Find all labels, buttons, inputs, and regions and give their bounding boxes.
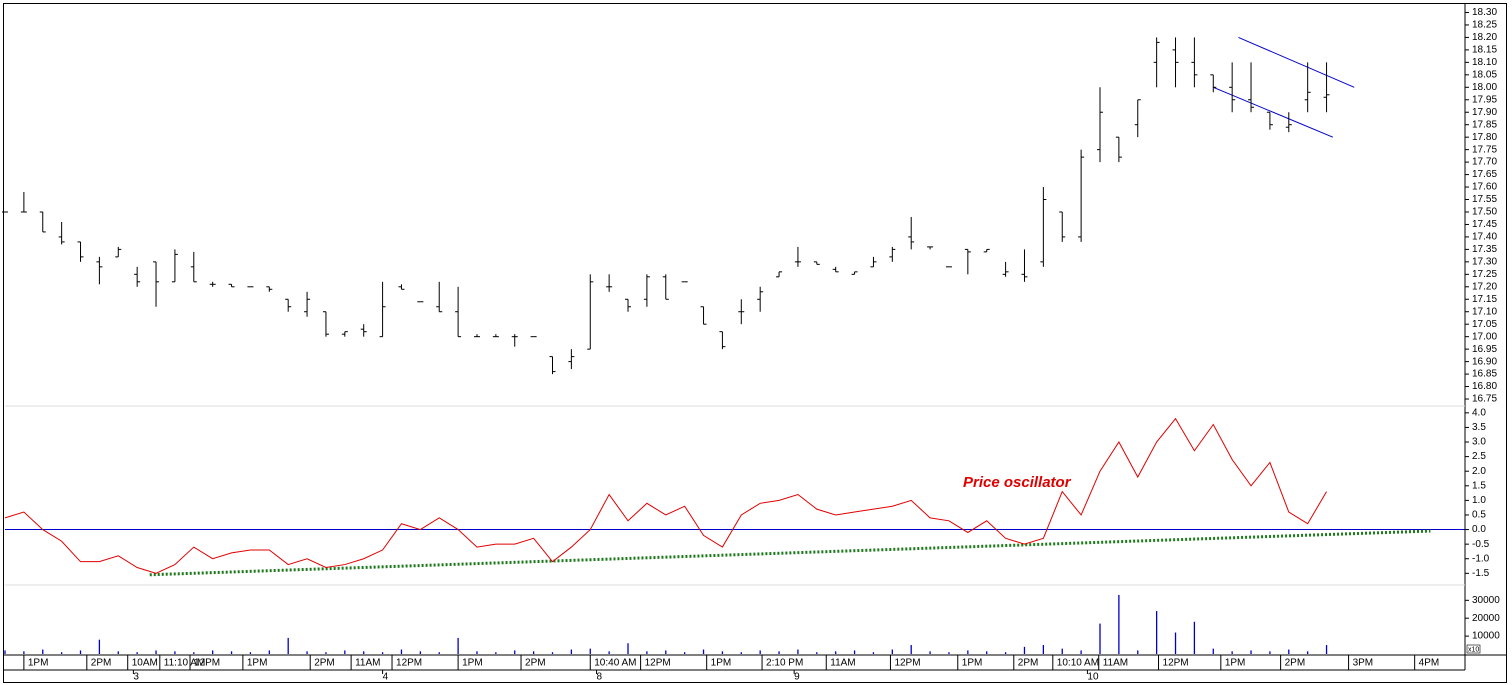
x-tick-label: 12PM (1163, 658, 1189, 669)
y-tick-label: 16.95 (1472, 344, 1497, 355)
y-tick-label: 3.5 (1472, 422, 1486, 433)
y-tick-label: 30000 (1472, 595, 1500, 606)
y-tick-label: 17.80 (1472, 132, 1497, 143)
y-tick-label: 16.85 (1472, 369, 1497, 380)
y-tick-label: 16.80 (1472, 381, 1497, 392)
unit-box (1466, 644, 1481, 654)
day-label: 8 (597, 672, 603, 683)
y-tick-label: 18.10 (1472, 57, 1497, 68)
x-tick-label: 11AM (830, 658, 855, 669)
y-tick-label: 18.05 (1472, 69, 1497, 80)
x-tick-label: 1PM (1225, 658, 1246, 669)
x-tick-label: 2PM (314, 658, 335, 669)
y-tick-label: 17.60 (1472, 182, 1497, 193)
x-tick-label: 2PM (1018, 658, 1039, 669)
y-tick-label: 17.15 (1472, 294, 1497, 305)
y-tick-label: 10000 (1472, 631, 1500, 642)
x-tick-label: 1PM (462, 658, 483, 669)
y-tick-label: 17.30 (1472, 257, 1497, 268)
y-tick-label: -1.0 (1472, 553, 1490, 564)
y-tick-label: 0.0 (1472, 524, 1486, 535)
y-tick-label: 18.15 (1472, 45, 1497, 56)
y-tick-label: 17.65 (1472, 169, 1497, 180)
x-tick-label: 12PM (645, 658, 671, 669)
y-tick-label: 16.75 (1472, 394, 1497, 405)
y-tick-label: -1.5 (1472, 568, 1490, 579)
x-tick-label: 11AM (355, 658, 380, 669)
trendline (1238, 36, 1355, 88)
y-tick-label: 0.5 (1472, 510, 1486, 521)
x-tick-label: 12PM (396, 658, 422, 669)
x-tick-label: 10:10 AM (1057, 658, 1099, 669)
trendline (1213, 86, 1334, 138)
y-tick-label: 17.25 (1472, 269, 1497, 280)
day-label: 10 (1087, 672, 1099, 683)
y-tick-label: 2.5 (1472, 451, 1486, 462)
y-tick-label: 17.75 (1472, 144, 1497, 155)
frame (3, 3, 1507, 683)
y-tick-label: 3.0 (1472, 437, 1486, 448)
y-tick-label: 1.0 (1472, 495, 1486, 506)
x-tick-label: 11AM (1103, 658, 1128, 669)
y-tick-label: 17.05 (1472, 319, 1497, 330)
y-tick-label: 18.20 (1472, 32, 1497, 43)
x-tick-label: 2PM (91, 658, 112, 669)
day-label: 4 (383, 672, 389, 683)
x-tick-label: 2:10 PM (766, 658, 803, 669)
y-tick-label: 16.90 (1472, 356, 1497, 367)
y-tick-label: 17.35 (1472, 244, 1497, 255)
x-tick-label: 12PM (894, 658, 920, 669)
y-tick-label: 17.70 (1472, 157, 1497, 168)
y-tick-label: 4.0 (1472, 407, 1486, 418)
y-tick-label: 17.10 (1472, 306, 1497, 317)
x-tick-label: 1PM (711, 658, 732, 669)
x-tick-label: 3PM (1353, 658, 1374, 669)
x-tick-label: 10AM (132, 658, 158, 669)
y-tick-label: 17.55 (1472, 194, 1497, 205)
x-tick-label: 4PM (1419, 658, 1440, 669)
x-tick-label: 2PM (1285, 658, 1306, 669)
y-tick-label: 17.00 (1472, 331, 1497, 342)
x-tick-label: 1PM (247, 658, 268, 669)
trendline (149, 529, 1431, 577)
y-tick-label: 1.5 (1472, 480, 1486, 491)
x-tick-label: 11:10 AM (164, 658, 206, 669)
y-tick-label: 17.95 (1472, 94, 1497, 105)
y-tick-label: 17.90 (1472, 107, 1497, 118)
y-tick-label: 17.40 (1472, 232, 1497, 243)
y-tick-label: 18.00 (1472, 82, 1497, 93)
x-tick-label: 1PM (28, 658, 49, 669)
x-tick-label: 12PM (194, 658, 220, 669)
annotation: Price oscillator (963, 474, 1072, 491)
oscillator-line (4, 417, 1327, 574)
x-tick-label: 10:40 AM (594, 658, 636, 669)
y-tick-label: -0.5 (1472, 539, 1490, 550)
y-tick-label: 17.45 (1472, 219, 1497, 230)
y-tick-label: 2.0 (1472, 466, 1486, 477)
y-tick-label: 17.85 (1472, 119, 1497, 130)
y-tick-label: 20000 (1472, 613, 1500, 624)
axis-unit: x10 (1468, 646, 1479, 653)
day-label: 9 (794, 672, 800, 683)
x-tick-label: 1PM (962, 658, 983, 669)
y-tick-label: 17.20 (1472, 281, 1497, 292)
y-tick-label: 17.50 (1472, 207, 1497, 218)
y-tick-label: 18.30 (1472, 7, 1497, 18)
day-label: 3 (133, 672, 139, 683)
y-tick-label: 18.25 (1472, 20, 1497, 31)
x-tick-label: 2PM (525, 658, 546, 669)
